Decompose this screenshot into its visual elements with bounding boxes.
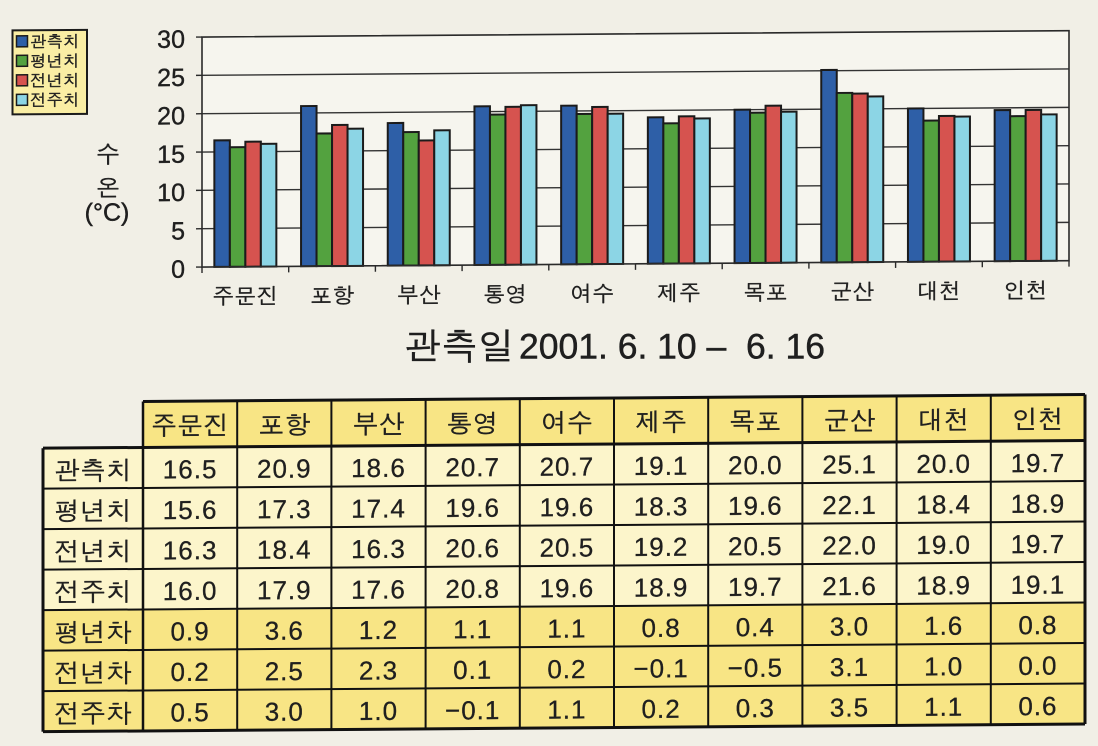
svg-text:0.4: 0.4 bbox=[736, 612, 775, 642]
svg-text:18.6: 18.6 bbox=[351, 453, 406, 483]
svg-text:1.1: 1.1 bbox=[924, 692, 963, 722]
svg-text:0: 0 bbox=[171, 256, 185, 284]
svg-text:19.7: 19.7 bbox=[1011, 448, 1066, 478]
svg-text:17.4: 17.4 bbox=[351, 493, 406, 523]
svg-text:1.1: 1.1 bbox=[453, 614, 492, 644]
svg-text:20.9: 20.9 bbox=[257, 453, 312, 483]
svg-text:1.0: 1.0 bbox=[924, 651, 963, 681]
svg-text:19.0: 19.0 bbox=[916, 530, 971, 560]
svg-text:0.6: 0.6 bbox=[1018, 691, 1057, 721]
svg-text:18.4: 18.4 bbox=[916, 489, 971, 519]
svg-text:1.1: 1.1 bbox=[547, 694, 586, 724]
svg-text:2.5: 2.5 bbox=[265, 656, 304, 686]
svg-text:1.6: 1.6 bbox=[924, 611, 963, 641]
svg-text:0.2: 0.2 bbox=[642, 694, 681, 724]
svg-text:17.9: 17.9 bbox=[257, 575, 312, 605]
svg-text:19.6: 19.6 bbox=[728, 491, 783, 521]
svg-text:19.6: 19.6 bbox=[540, 492, 595, 522]
svg-text:16.5: 16.5 bbox=[163, 454, 218, 484]
svg-text:19.6: 19.6 bbox=[445, 493, 500, 523]
svg-text:30: 30 bbox=[157, 26, 185, 54]
svg-text:−0.1: −0.1 bbox=[445, 695, 500, 725]
svg-text:15: 15 bbox=[157, 141, 185, 169]
svg-text:(°C): (°C) bbox=[85, 199, 130, 227]
svg-text:1.1: 1.1 bbox=[547, 613, 586, 643]
svg-text:18.9: 18.9 bbox=[1011, 488, 1066, 518]
svg-text:5: 5 bbox=[171, 217, 185, 245]
svg-text:20.6: 20.6 bbox=[445, 533, 500, 563]
svg-text:19.2: 19.2 bbox=[634, 532, 689, 562]
svg-text:18.9: 18.9 bbox=[916, 570, 971, 600]
svg-text:20.0: 20.0 bbox=[916, 449, 971, 479]
svg-text:19.6: 19.6 bbox=[540, 573, 595, 603]
svg-text:20.7: 20.7 bbox=[540, 451, 595, 481]
svg-text:3.0: 3.0 bbox=[830, 611, 869, 641]
svg-text:1.2: 1.2 bbox=[359, 615, 398, 645]
svg-text:0.2: 0.2 bbox=[171, 657, 210, 687]
svg-text:16.3: 16.3 bbox=[163, 535, 218, 565]
svg-text:0.0: 0.0 bbox=[1018, 651, 1057, 681]
svg-text:21.6: 21.6 bbox=[822, 571, 877, 601]
svg-text:17.6: 17.6 bbox=[351, 574, 406, 604]
svg-text:19.1: 19.1 bbox=[634, 451, 689, 481]
svg-text:19.7: 19.7 bbox=[1011, 529, 1066, 559]
svg-text:3.5: 3.5 bbox=[830, 692, 869, 722]
svg-text:10: 10 bbox=[157, 179, 185, 207]
svg-text:0.2: 0.2 bbox=[547, 654, 586, 684]
svg-text:3.1: 3.1 bbox=[830, 652, 869, 682]
svg-text:20.5: 20.5 bbox=[728, 531, 783, 561]
svg-text:19.7: 19.7 bbox=[728, 572, 783, 602]
svg-text:3.6: 3.6 bbox=[265, 615, 304, 645]
svg-text:0.5: 0.5 bbox=[171, 697, 210, 727]
svg-text:20: 20 bbox=[157, 102, 185, 130]
svg-text:18.9: 18.9 bbox=[634, 572, 689, 602]
svg-text:2001. 6. 10 – 6. 16: 2001. 6. 10 – 6. 16 bbox=[519, 327, 825, 367]
svg-text:0.3: 0.3 bbox=[736, 693, 775, 723]
svg-text:0.8: 0.8 bbox=[1018, 610, 1057, 640]
svg-text:20.8: 20.8 bbox=[445, 574, 500, 604]
svg-text:25: 25 bbox=[157, 64, 185, 92]
svg-text:−0.1: −0.1 bbox=[633, 653, 688, 683]
svg-text:20.5: 20.5 bbox=[540, 532, 595, 562]
svg-text:22.0: 22.0 bbox=[822, 530, 877, 560]
svg-text:18.4: 18.4 bbox=[257, 534, 312, 564]
svg-text:16.0: 16.0 bbox=[163, 576, 218, 606]
svg-text:3.0: 3.0 bbox=[265, 696, 304, 726]
svg-text:19.1: 19.1 bbox=[1011, 569, 1066, 599]
svg-text:18.3: 18.3 bbox=[634, 491, 689, 521]
svg-text:0.9: 0.9 bbox=[171, 616, 210, 646]
svg-text:20.7: 20.7 bbox=[445, 452, 500, 482]
svg-text:1.0: 1.0 bbox=[359, 696, 398, 726]
svg-text:20.0: 20.0 bbox=[728, 450, 783, 480]
svg-text:17.3: 17.3 bbox=[257, 494, 312, 524]
svg-text:25.1: 25.1 bbox=[822, 449, 877, 479]
svg-text:15.6: 15.6 bbox=[163, 495, 218, 525]
svg-text:0.1: 0.1 bbox=[453, 655, 492, 685]
svg-text:22.1: 22.1 bbox=[822, 490, 877, 520]
svg-text:2.3: 2.3 bbox=[359, 655, 398, 685]
svg-text:16.3: 16.3 bbox=[351, 534, 406, 564]
svg-text:−0.5: −0.5 bbox=[728, 653, 783, 683]
svg-text:0.8: 0.8 bbox=[642, 613, 681, 643]
